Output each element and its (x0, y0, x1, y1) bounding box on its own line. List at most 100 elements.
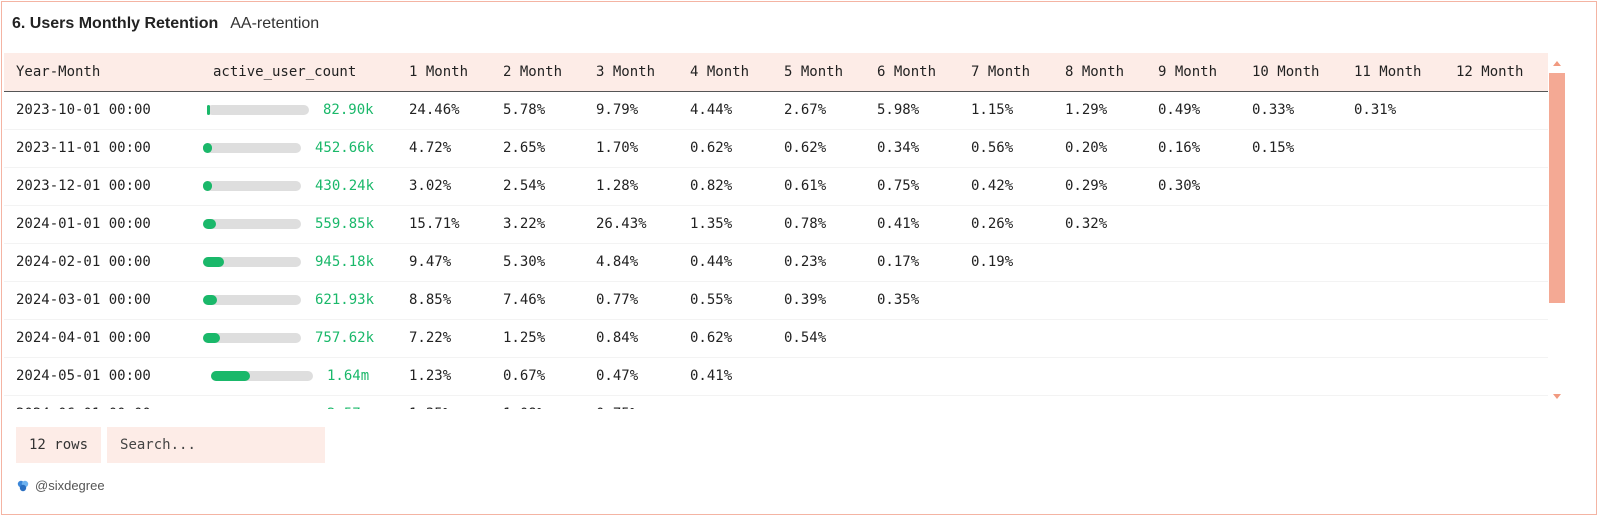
column-header-6-month[interactable]: 6 Month (865, 53, 959, 92)
column-header-3-month[interactable]: 3 Month (584, 53, 678, 92)
column-header-year-month[interactable]: Year-Month (4, 53, 187, 92)
table-row[interactable]: 2024-03-01 00:00 621.93k 8.85% 7.46% 0.77% 0.… (4, 281, 1548, 320)
retention-cell-month-10: 0.15% (1240, 129, 1342, 168)
retention-cell-month-6 (865, 319, 959, 358)
table-header-row: Year-Month active_user_count 1 Month 2 M… (4, 53, 1548, 92)
active-user-count-cell: 1.64m (187, 357, 397, 396)
active-user-count-bar-group: 559.85k (203, 216, 397, 232)
retention-cell-month-9 (1146, 319, 1240, 358)
active-user-count-value: 82.90k (323, 102, 374, 118)
retention-cell-month-9: 0.30% (1146, 167, 1240, 206)
retention-cell-month-11 (1342, 167, 1444, 206)
retention-cell-month-4: 0.62% (678, 129, 772, 168)
retention-cell-month-3: 0.75% (584, 395, 678, 409)
retention-cell-month-5: 0.78% (772, 205, 865, 244)
retention-cell-month-12 (1444, 243, 1548, 282)
retention-cell-month-7 (959, 281, 1053, 320)
retention-cell-month-6: 0.41% (865, 205, 959, 244)
retention-cell-month-11: 0.31% (1342, 91, 1444, 130)
retention-cell-month-1: 3.02% (397, 167, 491, 206)
active-user-count-value: 2.57m (327, 406, 369, 409)
active-user-count-bar-track (203, 295, 301, 305)
author-attribution[interactable]: @sixdegree (16, 478, 105, 493)
active-user-count-bar-track (211, 371, 313, 381)
retention-cell-month-10 (1240, 243, 1342, 282)
retention-cell-month-12 (1444, 129, 1548, 168)
retention-cell-month-1: 7.22% (397, 319, 491, 358)
active-user-count-bar-group: 430.24k (203, 178, 397, 194)
retention-cell-month-8: 0.20% (1053, 129, 1146, 168)
retention-cell-month-4: 0.62% (678, 319, 772, 358)
retention-cell-month-9: 0.49% (1146, 91, 1240, 130)
retention-cell-month-12 (1444, 205, 1548, 244)
retention-cell-month-10 (1240, 205, 1342, 244)
column-header-12-month[interactable]: 12 Month (1444, 53, 1548, 92)
retention-cell-month-2: 7.46% (491, 281, 584, 320)
table-row[interactable]: 2024-02-01 00:00 945.18k 9.47% 5.30% 4.84% 0.… (4, 243, 1548, 282)
retention-cell-month-12 (1444, 91, 1548, 130)
table-row[interactable]: 2024-04-01 00:00 757.62k 7.22% 1.25% 0.84% 0.… (4, 319, 1548, 358)
retention-cell-month-9 (1146, 281, 1240, 320)
table-row[interactable]: 2024-01-01 00:00 559.85k 15.71% 3.22% 26.43%… (4, 205, 1548, 244)
year-month-cell: 2023-10-01 00:00 (4, 91, 187, 130)
retention-cell-month-8 (1053, 395, 1146, 409)
column-header-11-month[interactable]: 11 Month (1342, 53, 1444, 92)
retention-cell-month-3: 0.47% (584, 357, 678, 396)
retention-cell-month-4 (678, 395, 772, 409)
table-row[interactable]: 2024-06-01 00:00 2.57m 1.35%1.08%0.75% (4, 395, 1548, 409)
active-user-count-bar-group: 452.66k (203, 140, 397, 156)
column-header-4-month[interactable]: 4 Month (678, 53, 772, 92)
active-user-count-bar-group: 82.90k (207, 102, 397, 118)
active-user-count-value: 621.93k (315, 292, 375, 308)
table-row[interactable]: 2023-12-01 00:00 430.24k 3.02% 2.54% 1.28% 0.… (4, 167, 1548, 206)
table-row[interactable]: 2023-10-01 00:00 82.90k 24.46% 5.78% 9.79% 4.… (4, 91, 1548, 130)
retention-cell-month-4: 1.35% (678, 205, 772, 244)
table-row[interactable]: 2024-05-01 00:00 1.64m 1.23% 0.67% 0.47% 0.41… (4, 357, 1548, 396)
retention-cell-month-2: 5.78% (491, 91, 584, 130)
column-header-8-month[interactable]: 8 Month (1053, 53, 1146, 92)
retention-cell-month-2: 5.30% (491, 243, 584, 282)
column-header-2-month[interactable]: 2 Month (491, 53, 584, 92)
retention-cell-month-4: 0.82% (678, 167, 772, 206)
column-header-9-month[interactable]: 9 Month (1146, 53, 1240, 92)
retention-cell-month-8 (1053, 319, 1146, 358)
active-user-count-cell: 2.57m (187, 395, 397, 409)
retention-cell-month-3: 0.84% (584, 319, 678, 358)
table-scrollbar[interactable] (1548, 53, 1566, 409)
retention-cell-month-3: 1.70% (584, 129, 678, 168)
active-user-count-bar-fill (203, 219, 216, 229)
retention-cell-month-12 (1444, 395, 1548, 409)
retention-cell-month-7 (959, 319, 1053, 358)
column-header-7-month[interactable]: 7 Month (959, 53, 1053, 92)
scroll-up-arrow-icon[interactable] (1553, 61, 1561, 66)
year-month-cell: 2024-05-01 00:00 (4, 357, 187, 396)
retention-cell-month-6: 0.17% (865, 243, 959, 282)
active-user-count-bar-group: 2.57m (211, 406, 397, 409)
scrollbar-thumb[interactable] (1549, 73, 1565, 303)
retention-cell-month-8 (1053, 281, 1146, 320)
scroll-down-arrow-icon[interactable] (1553, 394, 1561, 399)
retention-cell-month-11 (1342, 205, 1444, 244)
retention-cell-month-7: 0.19% (959, 243, 1053, 282)
retention-cell-month-11 (1342, 357, 1444, 396)
table-row[interactable]: 2023-11-01 00:00 452.66k 4.72% 2.65% 1.70% 0.… (4, 129, 1548, 168)
column-header-5-month[interactable]: 5 Month (772, 53, 865, 92)
column-header-1-month[interactable]: 1 Month (397, 53, 491, 92)
active-user-count-bar-track (203, 143, 301, 153)
column-header-active-user-count[interactable]: active_user_count (187, 53, 397, 92)
column-header-10-month[interactable]: 10 Month (1240, 53, 1342, 92)
retention-cell-month-7: 1.15% (959, 91, 1053, 130)
retention-cell-month-8 (1053, 243, 1146, 282)
active-user-count-bar-fill (203, 295, 217, 305)
active-user-count-bar-fill (203, 333, 220, 343)
retention-cell-month-5: 0.54% (772, 319, 865, 358)
retention-cell-month-11 (1342, 281, 1444, 320)
retention-cell-month-10: 0.33% (1240, 91, 1342, 130)
retention-cell-month-10 (1240, 395, 1342, 409)
retention-cell-month-5: 0.61% (772, 167, 865, 206)
retention-cell-month-6: 0.35% (865, 281, 959, 320)
year-month-cell: 2023-11-01 00:00 (4, 129, 187, 168)
search-input[interactable] (107, 427, 326, 463)
retention-cell-month-8: 1.29% (1053, 91, 1146, 130)
